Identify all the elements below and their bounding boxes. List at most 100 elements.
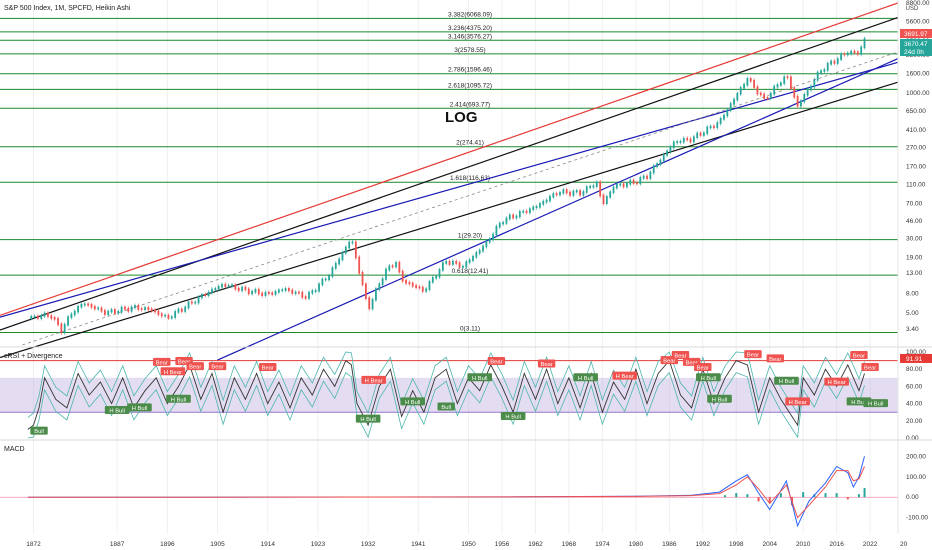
rsi-line xyxy=(27,359,865,430)
divergence-label: Bear xyxy=(747,353,759,359)
price-candle xyxy=(652,165,655,174)
price-candle xyxy=(284,287,287,291)
macd-axis-tick: 200.00 xyxy=(906,453,926,460)
macd-series-line xyxy=(27,466,865,519)
trend-line-black xyxy=(0,16,899,331)
price-candle xyxy=(800,100,802,107)
price-candle xyxy=(110,309,113,313)
time-axis-tick[interactable]: 1986 xyxy=(662,541,677,548)
divergence-label: H Bear xyxy=(365,378,383,384)
price-candle xyxy=(565,189,568,194)
divergence-label: Bear xyxy=(540,362,552,368)
rsi-axis-tick: 0.00 xyxy=(906,435,919,442)
time-axis-tick[interactable]: 1968 xyxy=(562,541,577,548)
rsi-badge xyxy=(900,353,932,363)
rsi-axis-tick: 80.00 xyxy=(906,366,923,373)
price-candle xyxy=(244,286,247,291)
price-axis-tick: 410.00 xyxy=(906,127,926,134)
divergence-label: Bear xyxy=(262,365,274,371)
time-axis-tick[interactable]: 1974 xyxy=(595,541,610,548)
price-candle xyxy=(388,265,391,271)
price-axis-tick: 650.00 xyxy=(906,108,926,115)
divergence-label-box xyxy=(127,403,152,412)
time-axis-tick[interactable]: 2004 xyxy=(762,541,777,548)
time-axis-tick[interactable]: 2010 xyxy=(796,541,811,548)
divergence-label-box xyxy=(850,350,868,359)
price-candle xyxy=(351,241,354,244)
macd-histogram-bar xyxy=(857,494,860,498)
price-candle xyxy=(37,315,39,319)
price-candle xyxy=(324,278,327,281)
macd-title: MACD xyxy=(4,446,25,453)
time-axis-tick[interactable]: 2016 xyxy=(829,541,844,548)
time-axis-tick[interactable]: 1998 xyxy=(729,541,744,548)
time-axis-tick[interactable]: 2022 xyxy=(863,541,878,548)
price-candle xyxy=(378,283,381,290)
price-candle xyxy=(763,93,766,99)
time-axis-tick[interactable]: 1941 xyxy=(411,541,426,548)
price-candle xyxy=(472,255,474,262)
time-axis-tick[interactable]: 20 xyxy=(900,541,908,548)
price-candle xyxy=(93,305,96,310)
price-candle xyxy=(338,258,341,265)
divergence-label-box xyxy=(467,373,492,382)
macd-histogram-bar xyxy=(824,493,827,498)
time-axis-tick[interactable]: 1905 xyxy=(210,541,225,548)
rsi-axis-tick: 100.00 xyxy=(906,349,926,356)
time-axis-tick[interactable]: 1962 xyxy=(528,541,543,548)
divergence-label: H Bull xyxy=(701,376,716,382)
price-candle xyxy=(853,50,856,54)
price-series xyxy=(30,36,866,335)
price-badge-label: 24d 0h xyxy=(904,49,924,56)
price-candle xyxy=(622,183,625,188)
divergence-label: Bear xyxy=(189,365,201,371)
price-candle xyxy=(706,126,709,135)
macd-histogram-bar xyxy=(768,497,771,504)
price-candle xyxy=(435,275,438,279)
price-candle xyxy=(826,62,829,71)
divergence-label: H Bear xyxy=(164,370,182,376)
price-candle xyxy=(385,268,387,280)
price-candle xyxy=(134,304,136,309)
time-axis-tick[interactable]: 1980 xyxy=(629,541,644,548)
price-axis-tick: 5600.00 xyxy=(906,19,930,26)
price-candle xyxy=(144,307,146,311)
fib-label: 0(3.11) xyxy=(460,325,480,332)
price-candle xyxy=(445,260,448,264)
time-axis-tick[interactable]: 1932 xyxy=(361,541,376,548)
time-axis-tick[interactable]: 1923 xyxy=(311,541,326,548)
price-candle xyxy=(211,288,213,294)
time-axis-tick[interactable]: 1950 xyxy=(461,541,476,548)
time-axis-tick[interactable]: 1914 xyxy=(260,541,275,548)
price-candle xyxy=(736,92,739,101)
price-candle xyxy=(452,260,454,265)
price-candle xyxy=(204,294,207,297)
divergence-label: H Bull xyxy=(578,376,593,382)
time-axis-tick[interactable]: 1896 xyxy=(160,541,175,548)
price-candle xyxy=(575,190,578,193)
divergence-label: H Bull xyxy=(868,402,883,408)
price-candle xyxy=(830,60,832,65)
price-candle xyxy=(328,275,330,281)
macd-axis-tick: 0.00 xyxy=(906,494,919,501)
price-candle xyxy=(482,245,484,252)
divergence-label: H Bull xyxy=(360,417,375,423)
price-candle xyxy=(247,288,250,295)
rsi-lower-envelope xyxy=(27,371,865,439)
price-axis-tick: 110.00 xyxy=(906,182,926,189)
time-axis-tick[interactable]: 1887 xyxy=(110,541,125,548)
price-candle xyxy=(87,303,90,306)
price-candle xyxy=(709,125,712,129)
time-axis-tick[interactable]: 1992 xyxy=(696,541,711,548)
price-candle xyxy=(629,179,632,185)
price-candle xyxy=(605,196,608,204)
price-candle xyxy=(348,241,351,249)
price-candle xyxy=(214,288,217,291)
price-candle xyxy=(80,303,83,308)
rsi-badge-label: 91.91 xyxy=(906,356,923,363)
price-candle xyxy=(666,150,668,156)
time-axis-tick[interactable]: 1956 xyxy=(495,541,510,548)
divergence-label-box xyxy=(863,399,888,408)
time-axis-tick[interactable]: 1872 xyxy=(26,541,41,548)
